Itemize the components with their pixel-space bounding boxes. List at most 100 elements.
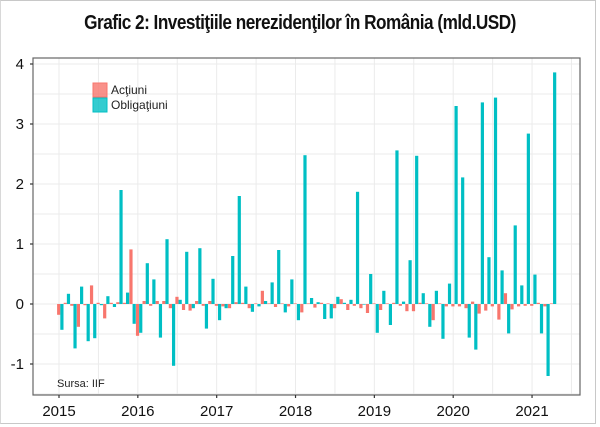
bar-obligatiuni xyxy=(126,292,130,304)
bar-actiuni xyxy=(372,303,376,304)
bar-actiuni xyxy=(510,304,514,310)
bar-actiuni xyxy=(398,304,402,306)
bar-obligatiuni xyxy=(316,302,320,304)
bars xyxy=(57,72,557,376)
y-tick-label: 4 xyxy=(16,56,24,73)
y-tick-label: 0 xyxy=(16,296,24,313)
bar-obligatiuni xyxy=(73,304,77,349)
bar-obligatiuni xyxy=(198,248,202,304)
source-note: Sursa: IIF xyxy=(57,378,105,390)
bar-actiuni xyxy=(109,302,113,304)
bar-actiuni xyxy=(155,301,159,304)
x-tick-label: 2020 xyxy=(437,403,470,420)
bar-actiuni xyxy=(70,304,74,306)
bar-actiuni xyxy=(89,285,94,304)
bar-actiuni xyxy=(57,304,61,315)
bar-actiuni xyxy=(208,301,212,304)
bar-obligatiuni xyxy=(211,278,215,304)
bar-obligatiuni xyxy=(454,106,458,304)
bar-obligatiuni xyxy=(231,256,235,304)
bar-obligatiuni xyxy=(467,304,471,338)
x-tick-label: 2015 xyxy=(42,403,75,420)
bar-obligatiuni xyxy=(309,298,314,304)
bar-obligatiuni xyxy=(93,304,97,339)
bar-obligatiuni xyxy=(112,304,117,307)
bar-obligatiuni xyxy=(290,279,294,304)
bar-actiuni xyxy=(306,303,310,304)
bar-actiuni xyxy=(83,304,87,306)
bar-actiuni xyxy=(221,304,225,307)
bar-obligatiuni xyxy=(263,301,268,304)
bar-actiuni xyxy=(405,304,409,312)
bar-obligatiuni xyxy=(447,283,452,304)
bar-obligatiuni xyxy=(224,304,228,309)
bar-actiuni xyxy=(273,304,278,307)
bar-obligatiuni xyxy=(296,304,301,321)
bar-obligatiuni xyxy=(349,299,353,304)
bar-actiuni xyxy=(76,304,81,327)
bar-obligatiuni xyxy=(152,279,156,304)
bar-obligatiuni xyxy=(415,155,419,304)
y-axis: 4 3 2 1 0 -1 xyxy=(11,56,33,373)
bar-actiuni xyxy=(484,304,488,311)
bar-actiuni xyxy=(339,299,343,304)
bar-obligatiuni xyxy=(369,274,373,304)
bar-obligatiuni xyxy=(474,304,478,350)
bar-obligatiuni xyxy=(539,304,544,334)
legend-swatch-obligatiuni xyxy=(92,97,108,113)
bar-actiuni xyxy=(543,304,547,307)
bar-actiuni xyxy=(175,296,179,304)
bar-obligatiuni xyxy=(434,290,438,304)
bar-obligatiuni xyxy=(132,304,136,324)
bar-obligatiuni xyxy=(178,299,182,304)
bar-actiuni xyxy=(116,302,120,304)
bar-obligatiuni xyxy=(283,304,287,313)
bar-actiuni xyxy=(96,302,100,304)
bar-obligatiuni xyxy=(526,133,530,304)
bar-obligatiuni xyxy=(165,239,169,304)
bar-actiuni xyxy=(319,302,324,304)
bar-obligatiuni xyxy=(270,282,274,304)
x-axis: 2015 2016 2017 2018 2019 2020 2021 xyxy=(42,395,549,420)
bar-obligatiuni xyxy=(323,304,327,319)
bar-actiuni xyxy=(162,301,166,304)
legend-swatch-actiuni xyxy=(92,82,108,98)
bar-actiuni xyxy=(201,304,205,306)
bar-actiuni xyxy=(530,304,534,306)
bar-actiuni xyxy=(477,304,481,314)
bar-actiuni xyxy=(523,304,527,306)
bar-actiuni xyxy=(359,304,363,309)
bar-actiuni xyxy=(254,303,258,304)
bar-obligatiuni xyxy=(99,304,103,306)
bar-actiuni xyxy=(135,304,140,336)
bar-actiuni xyxy=(168,304,172,309)
bar-actiuni xyxy=(411,304,416,312)
bar-actiuni xyxy=(300,304,304,313)
bar-obligatiuni xyxy=(119,190,123,304)
bar-obligatiuni xyxy=(66,293,71,304)
bar-actiuni xyxy=(385,303,389,304)
bar-actiuni xyxy=(365,304,370,313)
bar-actiuni xyxy=(451,304,455,307)
bar-obligatiuni xyxy=(493,97,498,304)
bar-actiuni xyxy=(490,304,494,307)
bar-obligatiuni xyxy=(520,285,524,304)
bar-obligatiuni xyxy=(375,304,379,333)
bar-obligatiuni xyxy=(395,150,399,304)
bar-obligatiuni xyxy=(171,304,176,366)
bar-obligatiuni xyxy=(500,270,504,304)
bar-obligatiuni xyxy=(60,304,64,330)
bar-actiuni xyxy=(227,304,232,309)
legend-label-obligatiuni: Obligaţiuni xyxy=(111,98,168,112)
bar-obligatiuni xyxy=(277,250,281,304)
x-tick-label: 2016 xyxy=(121,403,154,420)
bar-obligatiuni xyxy=(362,304,366,305)
bar-actiuni xyxy=(326,303,330,304)
bar-obligatiuni xyxy=(86,304,90,342)
y-tick-label: 1 xyxy=(16,236,24,253)
bar-actiuni xyxy=(293,303,297,304)
legend-label-actiuni: Acţiuni xyxy=(111,83,147,97)
bar-actiuni xyxy=(425,303,429,304)
bar-obligatiuni xyxy=(342,302,347,304)
bar-actiuni xyxy=(122,302,126,304)
